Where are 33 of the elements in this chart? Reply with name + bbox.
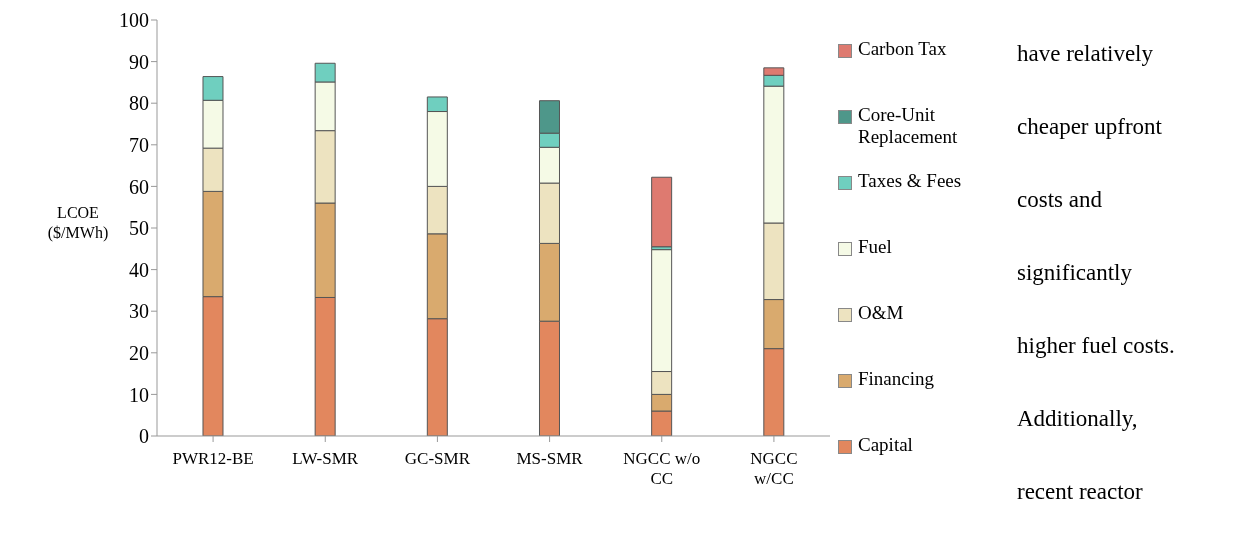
legend-label: Fuel	[858, 236, 892, 258]
text: costs and	[1017, 186, 1103, 214]
y-tick-label: 50	[129, 217, 149, 240]
x-tick-label: PWR12-BE	[172, 449, 254, 468]
x-tick-label: GC-SMR	[404, 449, 471, 468]
x-tick-label: NGCC w/CC	[750, 449, 798, 488]
y-tick-label: 30	[129, 300, 149, 323]
text: Additionally,	[1017, 405, 1139, 433]
text: higher fuel costs.	[1017, 332, 1175, 360]
text: cheaper upfront	[1017, 113, 1163, 141]
y-tick-label: 60	[129, 175, 149, 198]
legend-label: Carbon Tax	[858, 38, 947, 60]
x-tick-label: LW-SMR	[292, 449, 359, 468]
y-tick-label: 70	[129, 133, 149, 156]
legend-label: Capital	[858, 434, 913, 456]
legend-label: Core-Unit Replacement	[858, 104, 959, 148]
bar	[651, 176, 673, 248]
x-tick-label: NGCC w/o CC	[623, 449, 701, 488]
text: have relatively	[1017, 40, 1154, 68]
y-tick-label: 80	[129, 92, 149, 115]
y-tick-label: 100	[119, 9, 149, 32]
y-tick-label: 0	[139, 425, 149, 448]
y-tick-label: 20	[129, 341, 149, 364]
text: significantly	[1017, 259, 1133, 287]
legend-label: Financing	[858, 368, 934, 390]
y-tick-label: 40	[129, 258, 149, 281]
text: recent reactor	[1017, 478, 1144, 506]
legend-label: Taxes & Fees	[858, 170, 962, 192]
y-tick-label: 10	[129, 383, 149, 406]
x-tick-label: MS-SMR	[516, 449, 584, 468]
y-tick-label: 90	[129, 50, 149, 73]
legend-label: O&M	[858, 302, 904, 324]
y-axis-title: LCOE ($/MWh)	[47, 204, 109, 242]
